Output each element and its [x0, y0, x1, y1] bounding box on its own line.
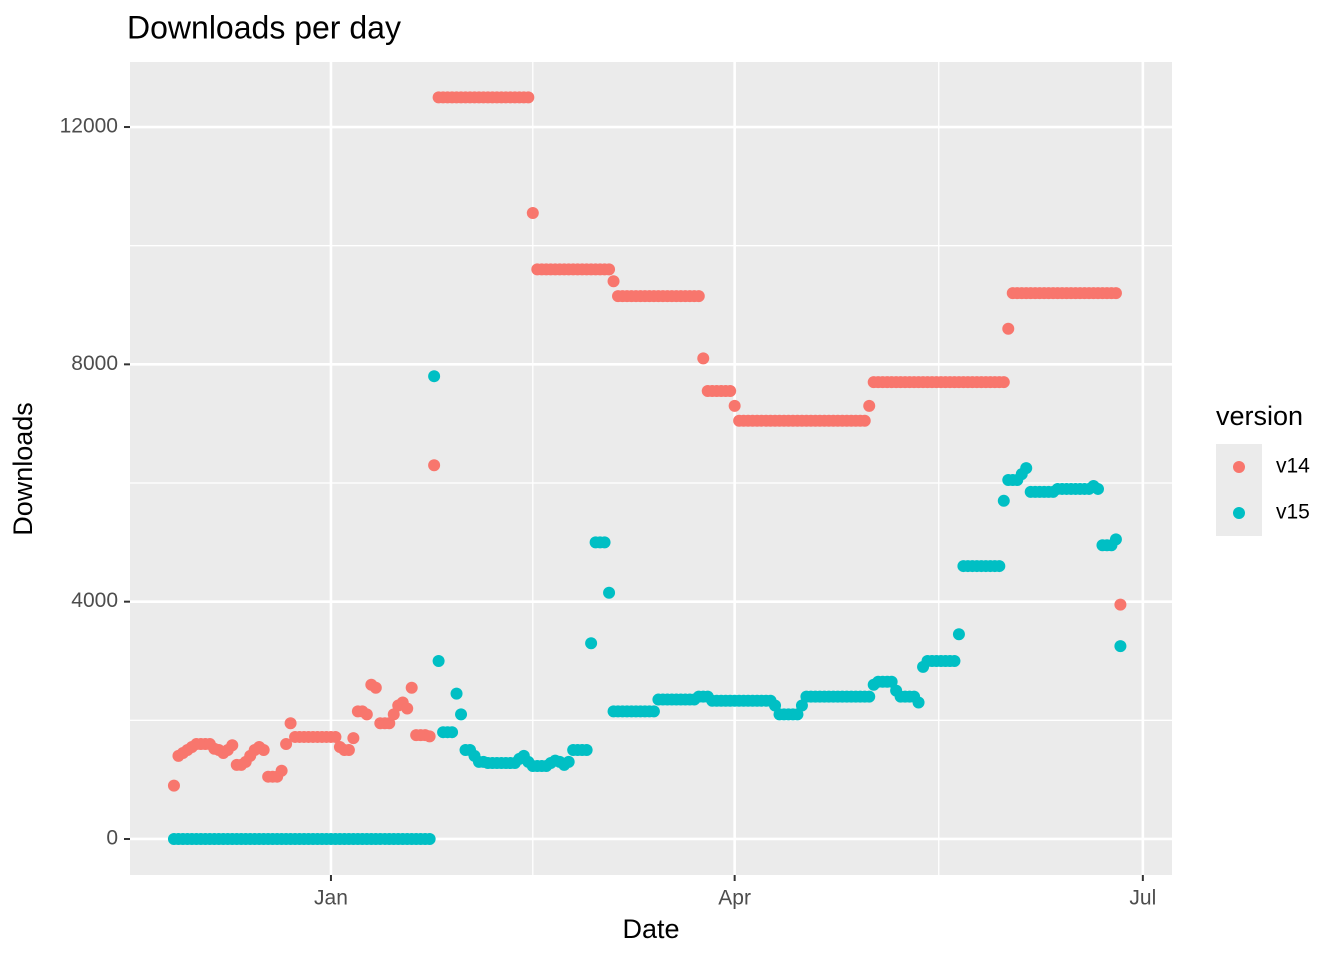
point	[342, 743, 355, 756]
point	[692, 290, 705, 303]
point	[455, 708, 468, 721]
point	[1109, 533, 1122, 546]
point	[647, 705, 660, 718]
point	[257, 743, 270, 756]
point	[369, 681, 382, 694]
point	[562, 755, 575, 768]
chart-title: Downloads per day	[127, 9, 401, 45]
point	[769, 699, 782, 712]
point	[728, 399, 741, 412]
point	[997, 494, 1010, 507]
point	[347, 732, 360, 745]
legend-background	[1216, 444, 1262, 536]
y-tick-label: 0	[106, 827, 118, 850]
point	[598, 536, 611, 549]
point	[446, 726, 459, 739]
legend-key	[1233, 461, 1245, 473]
point	[997, 376, 1010, 389]
point	[607, 275, 620, 288]
point	[226, 739, 239, 752]
point	[387, 708, 400, 721]
point	[912, 696, 925, 709]
points	[167, 91, 1127, 845]
x-tick-label: Jul	[1129, 887, 1156, 910]
point	[863, 399, 876, 412]
point	[1020, 462, 1033, 475]
point	[1114, 598, 1127, 611]
point	[948, 654, 961, 667]
point	[522, 91, 535, 104]
point	[360, 708, 373, 721]
point	[329, 730, 342, 743]
x-tick-label: Jan	[314, 887, 348, 910]
point	[697, 352, 710, 365]
point	[167, 779, 180, 792]
point	[428, 459, 441, 472]
point	[284, 717, 297, 730]
point	[993, 560, 1006, 573]
point	[401, 702, 414, 715]
point	[450, 687, 463, 700]
point	[1091, 482, 1104, 495]
point	[603, 263, 616, 276]
point	[275, 764, 288, 777]
point	[1002, 322, 1015, 335]
y-tick-label: 12000	[60, 115, 118, 138]
x-tick-label: Apr	[718, 887, 751, 910]
legend-key	[1233, 507, 1245, 519]
point	[1114, 640, 1127, 653]
point	[585, 637, 598, 650]
legend-label: v15	[1276, 501, 1310, 524]
y-tick-label: 4000	[71, 589, 118, 612]
x-axis-title: Date	[622, 914, 679, 944]
point	[405, 681, 418, 694]
point	[428, 370, 441, 383]
point	[885, 675, 898, 688]
point	[280, 738, 293, 751]
point	[383, 717, 396, 730]
point	[863, 690, 876, 703]
point	[858, 414, 871, 427]
point	[952, 628, 965, 641]
legend-label: v14	[1276, 455, 1310, 478]
point	[1109, 287, 1122, 300]
point	[791, 708, 804, 721]
point	[526, 207, 539, 220]
point	[423, 730, 436, 743]
point	[580, 743, 593, 756]
point	[432, 654, 445, 667]
point	[795, 699, 808, 712]
panel	[130, 62, 1172, 875]
point	[724, 385, 737, 398]
y-axis-title: Downloads	[8, 402, 38, 536]
y-tick-label: 8000	[71, 352, 118, 375]
legend: v14 v15	[1216, 444, 1310, 536]
legend-title: version	[1216, 401, 1303, 431]
point	[603, 586, 616, 599]
point	[423, 832, 436, 845]
